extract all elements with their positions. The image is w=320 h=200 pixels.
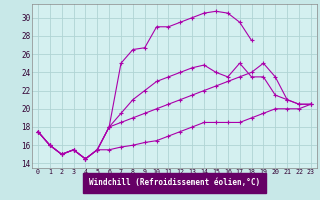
X-axis label: Windchill (Refroidissement éolien,°C): Windchill (Refroidissement éolien,°C) [89,178,260,187]
